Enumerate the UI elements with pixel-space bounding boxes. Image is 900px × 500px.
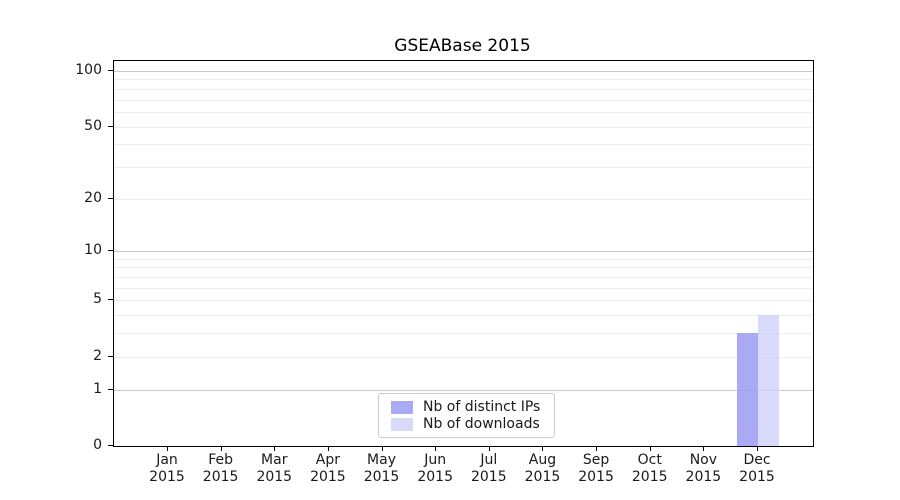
x-axis-tick bbox=[757, 446, 758, 451]
gridline-minor bbox=[114, 267, 813, 269]
x-axis-label: Aug 2015 bbox=[524, 452, 561, 485]
gridline-major bbox=[114, 251, 813, 253]
y-axis-tick bbox=[108, 70, 113, 71]
y-axis-label: 2 bbox=[93, 347, 102, 364]
legend-label: Nb of distinct IPs bbox=[423, 399, 541, 415]
gridline-minor bbox=[114, 144, 813, 146]
gridline-minor bbox=[114, 88, 813, 90]
x-axis-label: Jul 2015 bbox=[470, 452, 507, 485]
legend-label: Nb of downloads bbox=[423, 416, 540, 432]
y-axis-label: 20 bbox=[84, 189, 102, 206]
bar-dec-downloads bbox=[758, 315, 779, 446]
y-axis-tick bbox=[108, 299, 113, 301]
gridline-major bbox=[114, 389, 813, 391]
bar-dec-distinct-ips bbox=[737, 333, 758, 446]
legend-swatch-distinct-ips bbox=[391, 400, 413, 414]
y-axis-label: 50 bbox=[84, 117, 102, 134]
y-axis-tick bbox=[108, 250, 113, 252]
gridline-minor bbox=[114, 166, 813, 168]
y-axis-label: 100 bbox=[75, 62, 102, 78]
x-axis-label: Mar 2015 bbox=[256, 452, 293, 485]
gridline-minor bbox=[114, 258, 813, 260]
y-axis-tick bbox=[108, 445, 113, 446]
x-axis-label: Sep 2015 bbox=[578, 452, 614, 485]
x-axis-tick bbox=[488, 446, 490, 451]
plot-area bbox=[113, 60, 814, 447]
y-axis-tick bbox=[108, 125, 113, 127]
gridline-minor bbox=[114, 277, 813, 279]
gridline-minor bbox=[114, 198, 813, 200]
y-axis-tick bbox=[108, 388, 113, 390]
x-axis-tick bbox=[542, 446, 544, 451]
x-axis-label: Feb 2015 bbox=[202, 452, 239, 485]
gridline-minor bbox=[114, 287, 813, 289]
x-axis-tick bbox=[327, 446, 329, 451]
gridline-minor bbox=[114, 126, 813, 128]
y-axis-label: 10 bbox=[84, 242, 102, 259]
gridline-minor bbox=[114, 99, 813, 101]
x-axis-label: May 2015 bbox=[363, 452, 400, 485]
y-axis-tick bbox=[108, 355, 113, 357]
x-axis-tick bbox=[220, 446, 222, 451]
x-axis-label: Nov 2015 bbox=[685, 452, 722, 485]
legend-item: Nb of downloads bbox=[391, 416, 545, 432]
x-axis-tick bbox=[649, 446, 651, 451]
x-axis-tick bbox=[703, 446, 705, 451]
y-axis-label: 1 bbox=[93, 380, 102, 397]
gridline-minor bbox=[114, 315, 813, 317]
gridline-minor bbox=[114, 79, 813, 81]
gridline-minor bbox=[114, 356, 813, 358]
y-axis-label: 0 bbox=[93, 437, 102, 453]
x-axis-tick bbox=[381, 446, 383, 451]
y-axis-tick bbox=[108, 197, 113, 199]
x-axis-tick bbox=[596, 446, 598, 451]
x-axis-label: Jan 2015 bbox=[149, 452, 185, 485]
legend-item: Nb of distinct IPs bbox=[391, 399, 545, 415]
gridline-minor bbox=[114, 111, 813, 113]
chart-title: GSEABase 2015 bbox=[394, 36, 531, 56]
x-axis-label: Jun 2015 bbox=[417, 452, 453, 485]
gridline-major bbox=[114, 71, 813, 72]
gridline-minor bbox=[114, 333, 813, 335]
x-axis-tick bbox=[274, 446, 276, 451]
x-axis-label: Apr 2015 bbox=[310, 452, 346, 485]
y-axis-label: 5 bbox=[93, 291, 102, 308]
x-axis-tick bbox=[435, 446, 437, 451]
x-axis-label: Dec 2015 bbox=[739, 452, 775, 485]
x-axis-tick bbox=[167, 446, 168, 451]
x-axis-label: Oct 2015 bbox=[631, 452, 668, 485]
gridline-minor bbox=[114, 300, 813, 302]
legend: Nb of distinct IPs Nb of downloads bbox=[378, 393, 555, 438]
legend-swatch-downloads bbox=[391, 417, 413, 431]
